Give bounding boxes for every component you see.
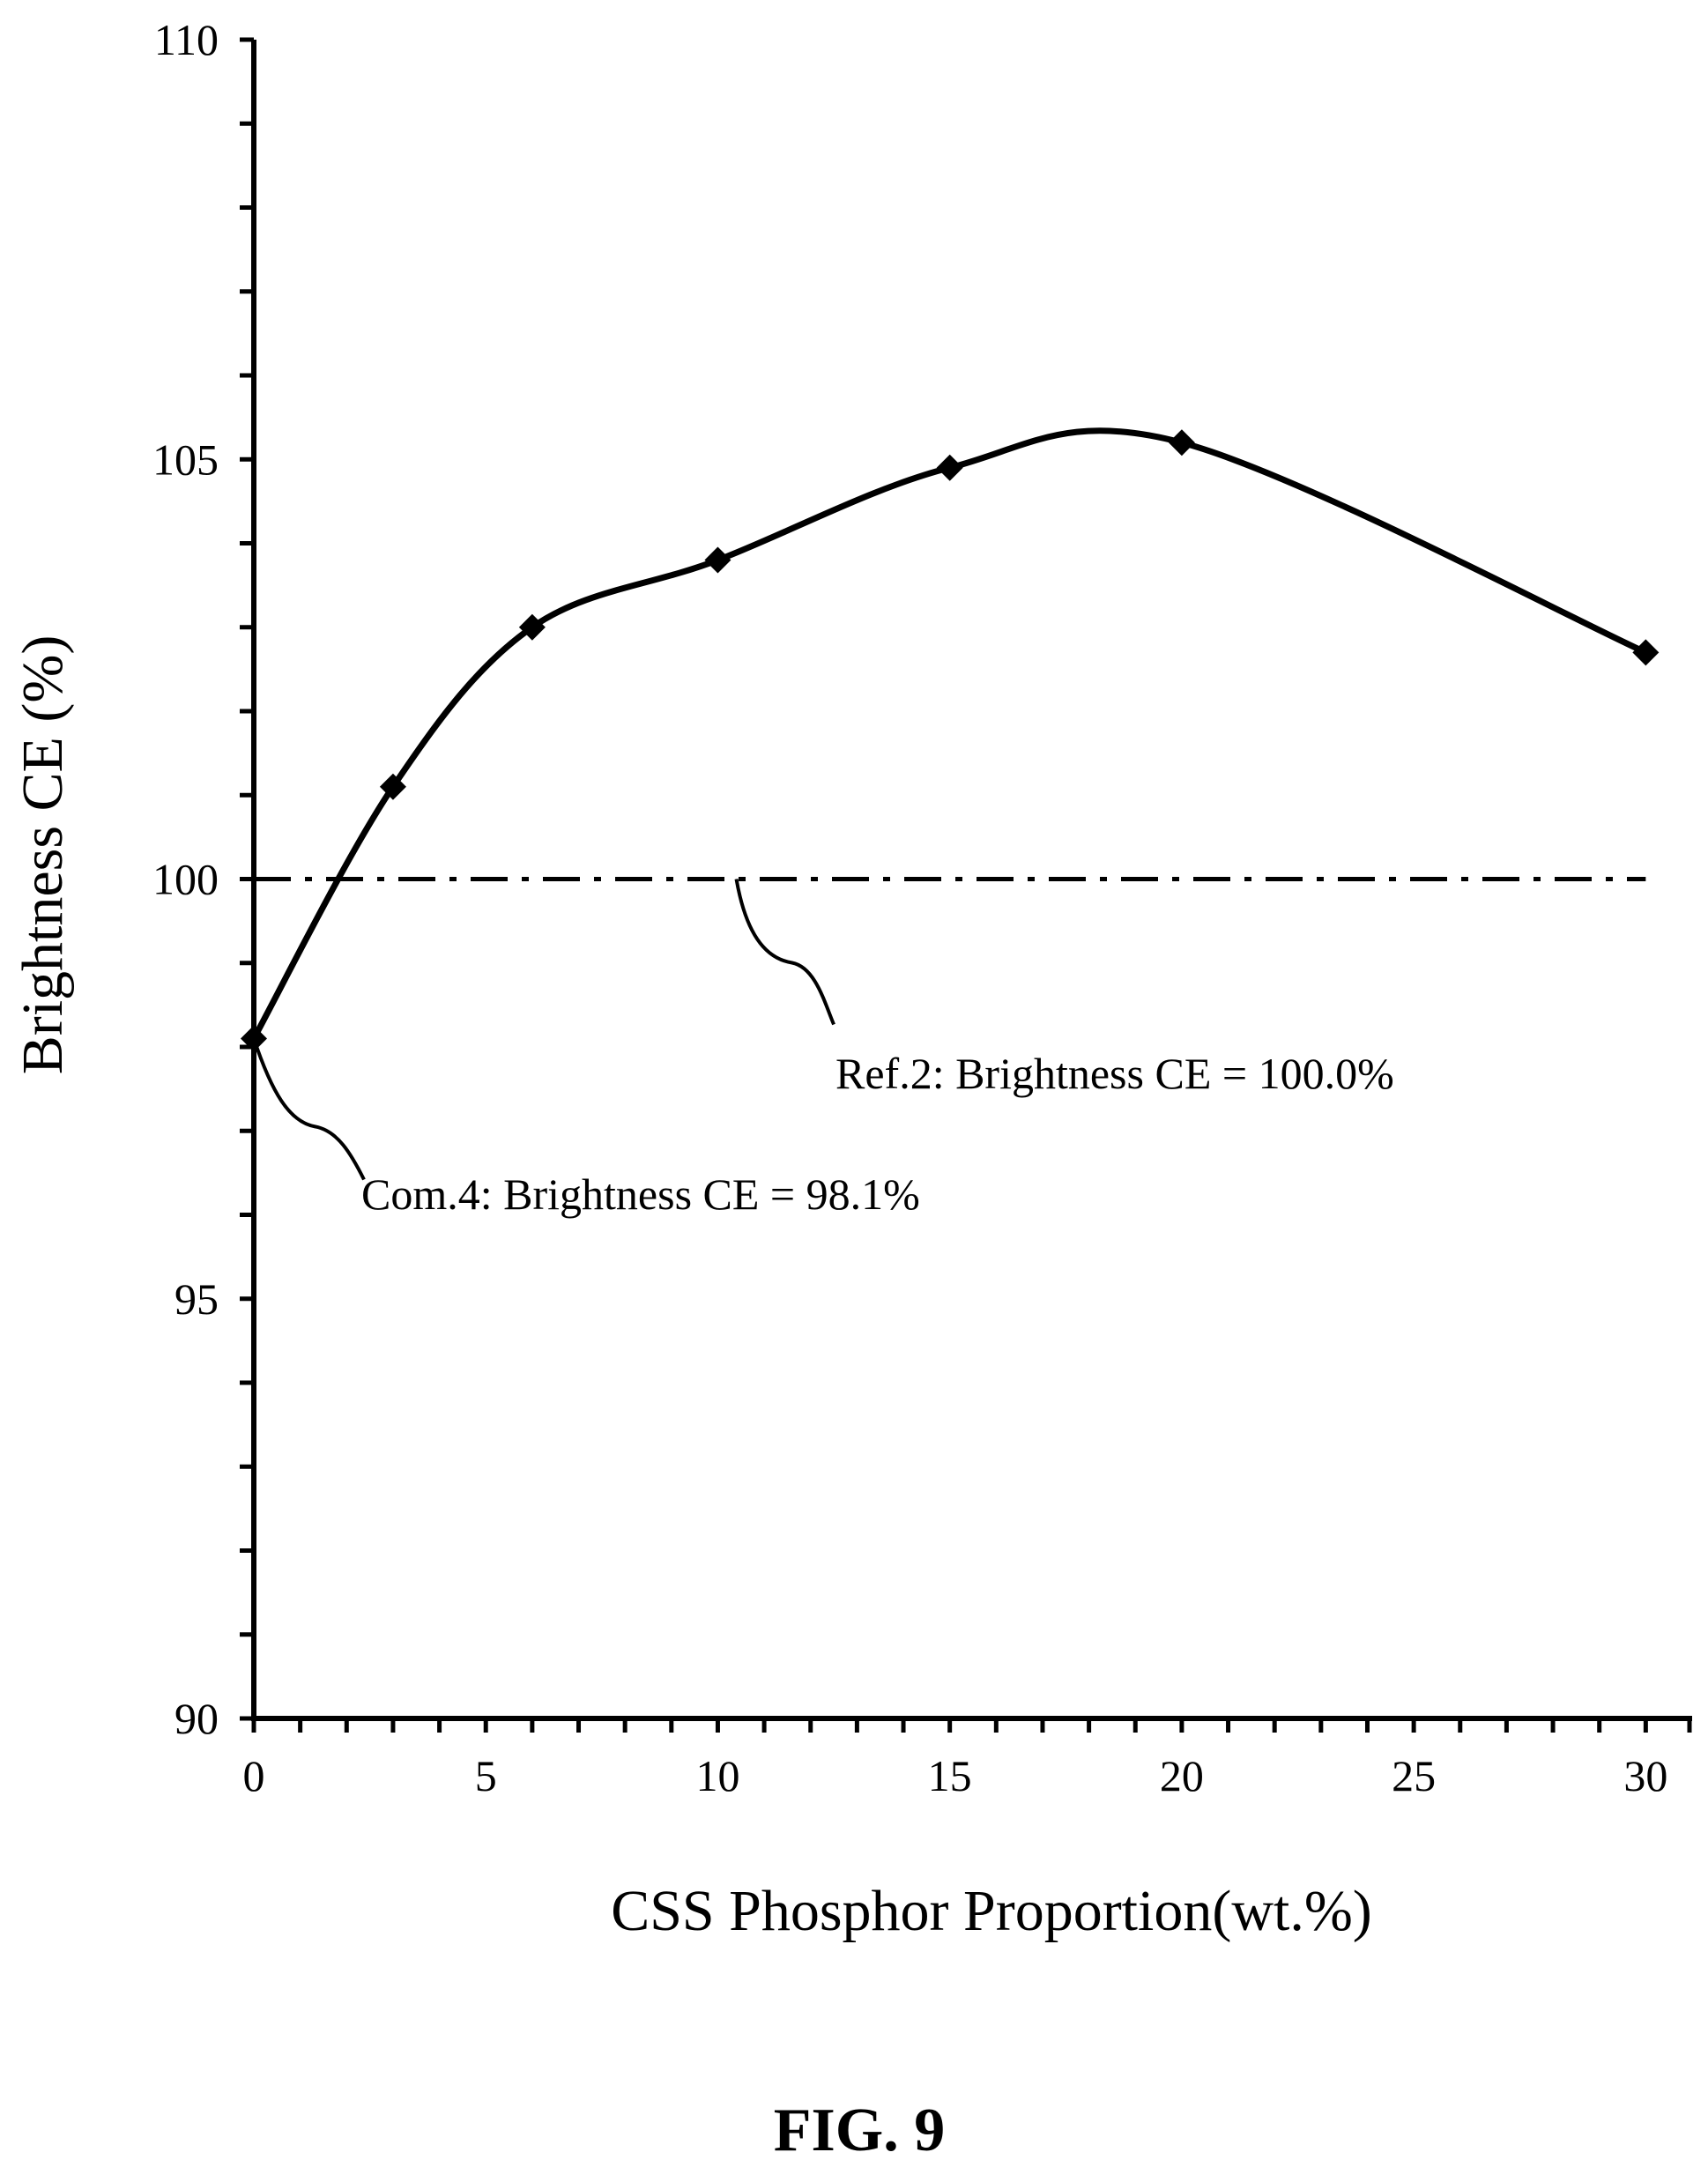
com-annotation-label: Com.4: Brightness CE = 98.1% <box>361 1169 920 1219</box>
x-tick-label: 30 <box>1623 1751 1667 1800</box>
series-line <box>250 427 1647 1041</box>
y-tick-label: 105 <box>152 434 219 484</box>
y-tick-label: 90 <box>175 1694 219 1743</box>
x-tick-label: 15 <box>928 1751 972 1800</box>
data-point-marker <box>1168 429 1195 456</box>
data-point-marker <box>518 613 546 641</box>
figure-caption: FIG. 9 <box>774 2097 945 2164</box>
y-tick-label: 100 <box>152 855 219 904</box>
ref-annotation-label: Ref.2: Brightness CE = 100.0% <box>835 1049 1394 1098</box>
x-tick-label: 20 <box>1160 1751 1204 1800</box>
com-annotation-leader <box>252 1037 366 1181</box>
x-tick-label: 10 <box>695 1751 739 1800</box>
data-point-marker <box>936 454 963 481</box>
x-axis-title: CSS Phosphor Proportion(wt.%) <box>611 1879 1372 1943</box>
x-tick-label: 25 <box>1392 1751 1436 1800</box>
data-point-marker <box>379 773 406 800</box>
data-series <box>241 427 1660 1052</box>
data-point-marker <box>704 546 731 574</box>
ref-annotation-leader <box>734 879 835 1026</box>
y-axis-title: Brightness CE (%) <box>11 635 75 1075</box>
data-point-marker <box>1632 639 1660 666</box>
axes: 90 95 100 105 110 0 5 10 15 20 25 30 <box>152 15 1692 1800</box>
y-tick-label: 110 <box>154 15 219 64</box>
x-tick-label: 5 <box>475 1751 497 1800</box>
annotations: Ref.2: Brightness CE = 100.0% Com.4: Brig… <box>252 879 1394 1219</box>
y-tick-label: 95 <box>175 1274 219 1324</box>
x-tick-label: 0 <box>243 1751 265 1800</box>
